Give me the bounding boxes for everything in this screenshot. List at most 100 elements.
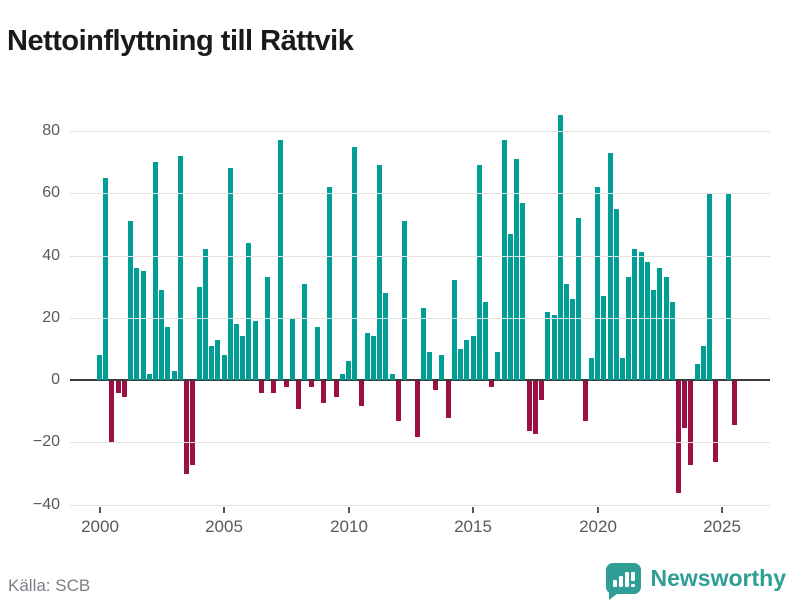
y-tick-label: −40 bbox=[32, 496, 60, 513]
bar-negative bbox=[489, 381, 494, 387]
grid-line bbox=[70, 193, 770, 194]
y-tick-label: −20 bbox=[32, 433, 60, 450]
bar-negative bbox=[583, 381, 588, 421]
bar-positive bbox=[278, 140, 283, 380]
bar-positive bbox=[439, 355, 444, 380]
x-tick-label: 2015 bbox=[454, 517, 492, 536]
bar-positive bbox=[608, 153, 613, 380]
bar-positive bbox=[464, 340, 469, 380]
bar-positive bbox=[651, 290, 656, 380]
grid-line bbox=[70, 505, 770, 506]
y-tick-label: 60 bbox=[42, 184, 60, 201]
bar-positive bbox=[570, 299, 575, 380]
bar-positive bbox=[483, 302, 488, 380]
y-tick-label: 20 bbox=[42, 309, 60, 326]
bar-negative bbox=[396, 381, 401, 421]
bar-positive bbox=[153, 162, 158, 380]
source-note: Källa: SCB bbox=[8, 576, 91, 595]
bar-positive bbox=[352, 147, 357, 380]
bar-negative bbox=[284, 381, 289, 387]
bar-positive bbox=[240, 336, 245, 380]
bar-positive bbox=[645, 262, 650, 380]
bar-positive bbox=[147, 374, 152, 380]
y-tick-label: 40 bbox=[42, 247, 60, 264]
bar-negative bbox=[539, 381, 544, 400]
bar-positive bbox=[315, 327, 320, 380]
bar-positive bbox=[371, 336, 376, 380]
bar-positive bbox=[265, 277, 270, 380]
bar-positive bbox=[726, 193, 731, 380]
grid-line bbox=[70, 131, 770, 132]
bar-positive bbox=[178, 156, 183, 380]
bar-positive bbox=[383, 293, 388, 380]
bar-negative bbox=[296, 381, 301, 409]
bar-negative bbox=[116, 381, 121, 393]
bar-negative bbox=[271, 381, 276, 393]
x-tick-label: 2020 bbox=[579, 517, 617, 536]
bar-negative bbox=[446, 381, 451, 418]
y-tick-label: 80 bbox=[42, 122, 60, 139]
bar-positive bbox=[427, 352, 432, 380]
grid-line bbox=[70, 442, 770, 443]
bar-positive bbox=[458, 349, 463, 380]
bar-negative bbox=[309, 381, 314, 387]
bar-positive bbox=[639, 252, 644, 380]
bar-positive bbox=[253, 321, 258, 380]
bar-positive bbox=[228, 168, 233, 380]
bar-positive bbox=[346, 361, 351, 380]
bar-positive bbox=[576, 218, 581, 380]
x-tick-mark bbox=[223, 507, 225, 513]
bar-positive bbox=[707, 193, 712, 380]
bar-positive bbox=[452, 280, 457, 380]
bar-negative bbox=[688, 381, 693, 465]
x-tick-mark bbox=[348, 507, 350, 513]
zero-axis-line bbox=[70, 379, 770, 381]
bar-positive bbox=[552, 315, 557, 380]
bar-positive bbox=[97, 355, 102, 380]
bar-positive bbox=[520, 203, 525, 380]
bar-negative bbox=[122, 381, 127, 397]
bar-positive bbox=[601, 296, 606, 380]
bar-positive bbox=[340, 374, 345, 380]
x-tick-label: 2010 bbox=[330, 517, 368, 536]
bar-positive bbox=[103, 178, 108, 380]
bar-positive bbox=[290, 318, 295, 380]
bar-positive bbox=[234, 324, 239, 380]
bar-positive bbox=[327, 187, 332, 380]
bar-negative bbox=[359, 381, 364, 406]
bar-negative bbox=[533, 381, 538, 434]
bar-positive bbox=[664, 277, 669, 380]
bar-negative bbox=[415, 381, 420, 437]
bar-negative bbox=[713, 381, 718, 462]
bar-negative bbox=[527, 381, 532, 431]
bar-chart-speech-bubble-icon bbox=[605, 563, 641, 600]
bar-negative bbox=[732, 381, 737, 425]
x-tick-mark bbox=[721, 507, 723, 513]
bar-positive bbox=[128, 221, 133, 380]
page-title: Nettoinflyttning till Rättvik bbox=[7, 25, 354, 58]
newsworthy-branding: Newsworthy bbox=[605, 563, 786, 600]
bar-positive bbox=[215, 340, 220, 380]
bar-positive bbox=[203, 249, 208, 380]
bar-negative bbox=[334, 381, 339, 397]
bar-positive bbox=[695, 364, 700, 380]
bar-positive bbox=[589, 358, 594, 380]
bar-positive bbox=[246, 243, 251, 380]
bar-negative bbox=[321, 381, 326, 403]
bar-positive bbox=[514, 159, 519, 380]
bar-negative bbox=[109, 381, 114, 443]
bar-positive bbox=[670, 302, 675, 380]
bar-positive bbox=[141, 271, 146, 380]
x-tick-label: 2000 bbox=[81, 517, 119, 536]
bar-positive bbox=[558, 115, 563, 380]
bar-positive bbox=[222, 355, 227, 380]
bar-positive bbox=[701, 346, 706, 380]
bar-negative bbox=[676, 381, 681, 493]
bar-positive bbox=[632, 249, 637, 380]
bar-positive bbox=[421, 308, 426, 380]
grid-line bbox=[70, 256, 770, 257]
bar-positive bbox=[390, 374, 395, 380]
bar-positive bbox=[614, 209, 619, 380]
bar-positive bbox=[471, 336, 476, 380]
